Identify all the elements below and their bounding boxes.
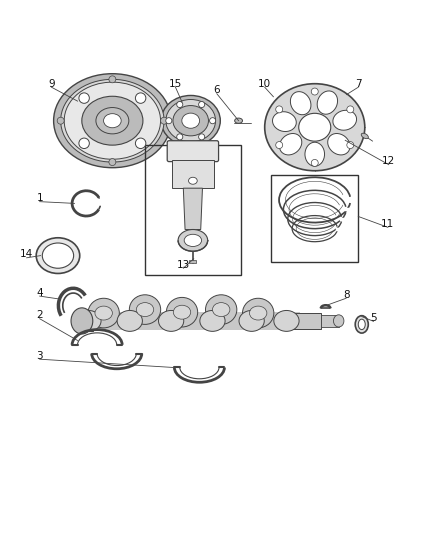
Circle shape	[79, 93, 89, 103]
Ellipse shape	[173, 305, 191, 319]
Circle shape	[347, 106, 354, 113]
Ellipse shape	[103, 114, 121, 128]
Ellipse shape	[166, 297, 198, 327]
Ellipse shape	[61, 79, 164, 162]
Ellipse shape	[328, 133, 350, 155]
Bar	[321, 315, 339, 327]
Ellipse shape	[299, 114, 331, 141]
Ellipse shape	[96, 108, 129, 134]
Ellipse shape	[274, 310, 299, 332]
Ellipse shape	[53, 74, 171, 168]
Ellipse shape	[333, 110, 357, 130]
Text: 7: 7	[355, 79, 362, 88]
Text: 12: 12	[382, 156, 396, 166]
Ellipse shape	[250, 306, 267, 320]
Ellipse shape	[184, 235, 201, 246]
Ellipse shape	[355, 316, 368, 333]
Circle shape	[276, 106, 283, 113]
Circle shape	[109, 76, 116, 83]
Ellipse shape	[161, 95, 220, 146]
Ellipse shape	[182, 113, 200, 128]
Ellipse shape	[333, 315, 344, 327]
Ellipse shape	[88, 298, 119, 328]
Text: 5: 5	[370, 313, 377, 323]
Ellipse shape	[178, 230, 208, 251]
Ellipse shape	[205, 295, 237, 325]
Ellipse shape	[272, 112, 296, 132]
Ellipse shape	[358, 319, 365, 329]
Circle shape	[135, 93, 146, 103]
Text: 14: 14	[20, 249, 33, 260]
Ellipse shape	[265, 84, 365, 171]
Circle shape	[166, 118, 172, 124]
Ellipse shape	[42, 243, 74, 268]
Text: 13: 13	[177, 260, 190, 270]
Ellipse shape	[212, 303, 230, 317]
Ellipse shape	[129, 295, 161, 325]
Circle shape	[79, 138, 89, 149]
Bar	[82, 312, 300, 329]
Circle shape	[198, 101, 205, 108]
Text: 8: 8	[343, 290, 350, 300]
Polygon shape	[184, 188, 202, 230]
Circle shape	[161, 117, 168, 124]
Text: 1: 1	[36, 193, 43, 203]
Ellipse shape	[279, 133, 302, 155]
Circle shape	[109, 159, 116, 166]
Ellipse shape	[235, 118, 243, 123]
Ellipse shape	[188, 177, 197, 184]
Text: 15: 15	[169, 79, 182, 88]
Text: 10: 10	[258, 79, 271, 88]
Ellipse shape	[166, 100, 215, 142]
Text: 2: 2	[36, 310, 43, 320]
Ellipse shape	[82, 96, 143, 145]
Ellipse shape	[76, 310, 101, 332]
Circle shape	[135, 138, 146, 149]
FancyBboxPatch shape	[167, 141, 219, 161]
Ellipse shape	[200, 310, 225, 332]
Ellipse shape	[117, 310, 142, 332]
Bar	[271, 175, 358, 262]
Circle shape	[57, 117, 64, 124]
Ellipse shape	[71, 308, 93, 334]
Text: 4: 4	[36, 288, 43, 297]
Circle shape	[177, 101, 183, 108]
Ellipse shape	[173, 106, 208, 136]
Circle shape	[209, 118, 215, 124]
Bar	[189, 260, 196, 263]
Circle shape	[347, 142, 354, 149]
Circle shape	[311, 88, 318, 95]
Text: 3: 3	[36, 351, 43, 361]
Ellipse shape	[305, 142, 325, 166]
Ellipse shape	[243, 298, 274, 328]
Text: 11: 11	[381, 219, 395, 229]
Ellipse shape	[95, 306, 113, 320]
Ellipse shape	[317, 91, 338, 114]
Ellipse shape	[36, 238, 80, 273]
Ellipse shape	[290, 92, 311, 115]
Ellipse shape	[159, 310, 184, 332]
Ellipse shape	[361, 133, 368, 139]
Circle shape	[311, 159, 318, 166]
Ellipse shape	[136, 303, 154, 317]
Bar	[145, 144, 241, 275]
Bar	[172, 160, 214, 188]
Bar	[289, 313, 321, 329]
Text: 9: 9	[48, 79, 55, 88]
Circle shape	[177, 134, 183, 140]
Circle shape	[276, 142, 283, 149]
Ellipse shape	[239, 310, 264, 332]
Circle shape	[198, 134, 205, 140]
Ellipse shape	[64, 82, 161, 159]
Text: 6: 6	[213, 85, 220, 95]
